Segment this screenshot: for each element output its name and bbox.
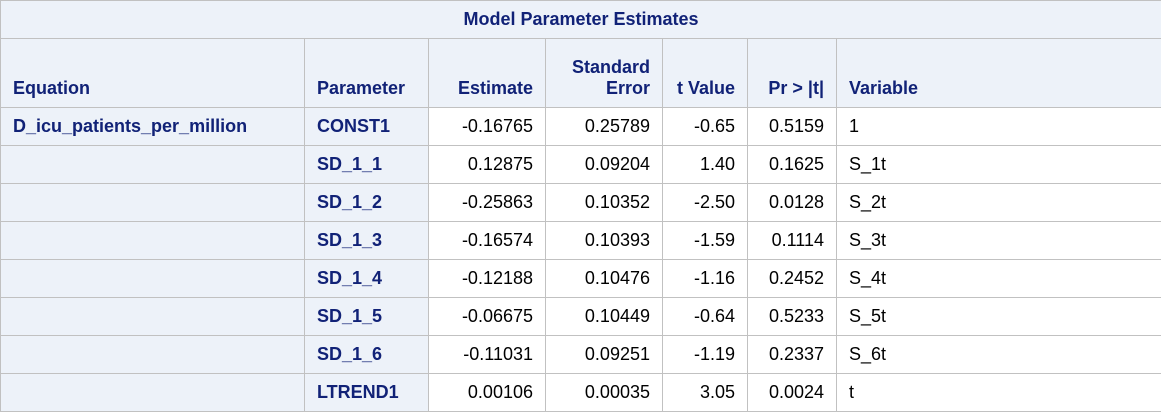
- row-std-error-cell: 0.09251: [546, 336, 663, 374]
- table-row: D_icu_patients_per_million CONST1 -0.167…: [1, 108, 1161, 146]
- row-variable-cell: S_3t: [837, 222, 1161, 260]
- row-std-error-cell: 0.10476: [546, 260, 663, 298]
- row-estimate-cell: -0.06675: [429, 298, 546, 336]
- row-t-value-cell: -2.50: [663, 184, 748, 222]
- table-row: SD_1_3 -0.16574 0.10393 -1.59 0.1114 S_3…: [1, 222, 1161, 260]
- row-estimate-cell: 0.12875: [429, 146, 546, 184]
- row-parameter-cell: LTREND1: [305, 374, 429, 412]
- row-std-error-cell: 0.25789: [546, 108, 663, 146]
- row-pr-cell: 0.2337: [748, 336, 837, 374]
- row-std-error-cell: 0.10393: [546, 222, 663, 260]
- header-standard-error-line2: Error: [606, 78, 650, 98]
- row-parameter-cell: SD_1_4: [305, 260, 429, 298]
- row-estimate-cell: -0.11031: [429, 336, 546, 374]
- row-parameter-cell: SD_1_5: [305, 298, 429, 336]
- row-estimate-cell: -0.16574: [429, 222, 546, 260]
- row-variable-cell: S_5t: [837, 298, 1161, 336]
- row-std-error-cell: 0.10352: [546, 184, 663, 222]
- header-parameter: Parameter: [305, 39, 429, 108]
- header-pr-gt-t: Pr > |t|: [748, 39, 837, 108]
- table-title: Model Parameter Estimates: [1, 1, 1161, 39]
- row-parameter-cell: SD_1_6: [305, 336, 429, 374]
- row-equation-cell: [1, 374, 305, 412]
- row-variable-cell: 1: [837, 108, 1161, 146]
- row-t-value-cell: 1.40: [663, 146, 748, 184]
- row-variable-cell: S_1t: [837, 146, 1161, 184]
- row-equation-cell: [1, 146, 305, 184]
- table-row: SD_1_6 -0.11031 0.09251 -1.19 0.2337 S_6…: [1, 336, 1161, 374]
- row-t-value-cell: 3.05: [663, 374, 748, 412]
- row-pr-cell: 0.5233: [748, 298, 837, 336]
- row-t-value-cell: -0.65: [663, 108, 748, 146]
- row-parameter-cell: SD_1_3: [305, 222, 429, 260]
- header-t-value: t Value: [663, 39, 748, 108]
- row-t-value-cell: -1.19: [663, 336, 748, 374]
- table-row: SD_1_5 -0.06675 0.10449 -0.64 0.5233 S_5…: [1, 298, 1161, 336]
- row-variable-cell: S_6t: [837, 336, 1161, 374]
- row-estimate-cell: 0.00106: [429, 374, 546, 412]
- row-estimate-cell: -0.12188: [429, 260, 546, 298]
- row-pr-cell: 0.1625: [748, 146, 837, 184]
- table-row: SD_1_1 0.12875 0.09204 1.40 0.1625 S_1t: [1, 146, 1161, 184]
- row-pr-cell: 0.5159: [748, 108, 837, 146]
- header-variable: Variable: [837, 39, 1161, 108]
- row-parameter-cell: CONST1: [305, 108, 429, 146]
- row-pr-cell: 0.0128: [748, 184, 837, 222]
- table-row: SD_1_2 -0.25863 0.10352 -2.50 0.0128 S_2…: [1, 184, 1161, 222]
- row-estimate-cell: -0.25863: [429, 184, 546, 222]
- row-variable-cell: S_4t: [837, 260, 1161, 298]
- row-equation-cell: [1, 222, 305, 260]
- row-t-value-cell: -1.16: [663, 260, 748, 298]
- row-std-error-cell: 0.10449: [546, 298, 663, 336]
- row-estimate-cell: -0.16765: [429, 108, 546, 146]
- row-std-error-cell: 0.09204: [546, 146, 663, 184]
- row-equation-cell: [1, 298, 305, 336]
- row-equation-cell: [1, 336, 305, 374]
- header-estimate: Estimate: [429, 39, 546, 108]
- row-variable-cell: S_2t: [837, 184, 1161, 222]
- table-row: SD_1_4 -0.12188 0.10476 -1.16 0.2452 S_4…: [1, 260, 1161, 298]
- row-parameter-cell: SD_1_2: [305, 184, 429, 222]
- table-row: LTREND1 0.00106 0.00035 3.05 0.0024 t: [1, 374, 1161, 412]
- row-t-value-cell: -1.59: [663, 222, 748, 260]
- row-equation-cell: [1, 184, 305, 222]
- row-equation-cell: D_icu_patients_per_million: [1, 108, 305, 146]
- row-parameter-cell: SD_1_1: [305, 146, 429, 184]
- row-pr-cell: 0.0024: [748, 374, 837, 412]
- header-standard-error-line1: Standard: [572, 57, 650, 77]
- row-equation-cell: [1, 260, 305, 298]
- row-pr-cell: 0.1114: [748, 222, 837, 260]
- row-variable-cell: t: [837, 374, 1161, 412]
- header-equation: Equation: [1, 39, 305, 108]
- row-pr-cell: 0.2452: [748, 260, 837, 298]
- row-t-value-cell: -0.64: [663, 298, 748, 336]
- row-std-error-cell: 0.00035: [546, 374, 663, 412]
